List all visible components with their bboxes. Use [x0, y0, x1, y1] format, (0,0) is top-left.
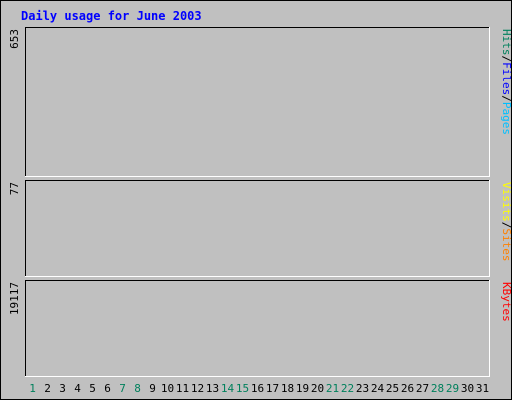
- x-tick-label: 1: [29, 382, 36, 395]
- x-tick-label: 5: [89, 382, 96, 395]
- legend-entry: /: [500, 95, 512, 102]
- y-max-label: 653: [8, 29, 21, 49]
- x-tick-label: 22: [341, 382, 354, 395]
- x-tick-label: 21: [326, 382, 339, 395]
- x-tick-label: 31: [476, 382, 489, 395]
- x-tick-label: 25: [386, 382, 399, 395]
- x-tick-label: 20: [311, 382, 324, 395]
- legend-entry: Visits: [500, 182, 512, 222]
- panel-hits-files-pages-area: [25, 27, 490, 177]
- legend-entry: /: [500, 222, 512, 229]
- panel-kbytes-area: [25, 280, 490, 377]
- legend-entry: Hits: [500, 29, 512, 56]
- y-max-label: 77: [8, 182, 21, 195]
- x-tick-label: 24: [371, 382, 385, 395]
- x-tick-label: 7: [119, 382, 126, 395]
- x-tick-label: 23: [356, 382, 369, 395]
- chart-title: Daily usage for June 2003: [21, 9, 202, 23]
- x-tick-label: 27: [416, 382, 429, 395]
- x-axis: 1 2 3 4 5 6 7 8 9 10 11 12 13 14 15 16 17 18 19 20 21 22 23 24 2…: [29, 382, 489, 395]
- x-tick-label: 13: [206, 382, 219, 395]
- x-tick-label: 9: [149, 382, 156, 395]
- x-tick-label: 3: [59, 382, 66, 395]
- legend-label: KBytes: [500, 282, 512, 322]
- x-tick-label: 17: [266, 382, 279, 395]
- x-tick-label: 18: [281, 382, 294, 395]
- legend-label: Hits/Files/Pages: [500, 29, 512, 135]
- x-tick-label: 6: [104, 382, 111, 395]
- legend-entry: Files: [500, 62, 512, 95]
- x-tick-label: 12: [191, 382, 204, 395]
- legend-label: Visits/Sites: [500, 182, 512, 262]
- x-tick-label: 30: [461, 382, 474, 395]
- legend-entry: Pages: [500, 102, 512, 135]
- x-tick-label: 16: [251, 382, 264, 395]
- x-tick-label: 28: [431, 382, 444, 395]
- x-tick-label: 11: [176, 382, 189, 395]
- x-tick-label: 26: [401, 382, 414, 395]
- y-max-label: 19117: [8, 282, 21, 315]
- legend-entry: Sites: [500, 228, 512, 261]
- x-tick-label: 2: [44, 382, 51, 395]
- x-tick-label: 10: [161, 382, 174, 395]
- x-tick-label: 29: [446, 382, 459, 395]
- legend-entry: /: [500, 56, 512, 63]
- x-tick-label: 15: [236, 382, 249, 395]
- panel-visits-sites-area: [25, 180, 490, 277]
- x-tick-label: 14: [221, 382, 235, 395]
- x-tick-label: 19: [296, 382, 309, 395]
- x-tick-label: 4: [74, 382, 81, 395]
- x-tick-label: 8: [134, 382, 141, 395]
- legend-entry: KBytes: [500, 282, 512, 322]
